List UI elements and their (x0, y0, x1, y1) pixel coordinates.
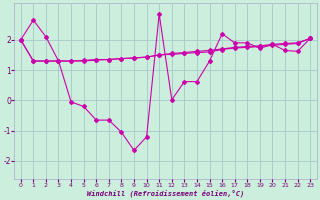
X-axis label: Windchill (Refroidissement éolien,°C): Windchill (Refroidissement éolien,°C) (87, 189, 244, 197)
